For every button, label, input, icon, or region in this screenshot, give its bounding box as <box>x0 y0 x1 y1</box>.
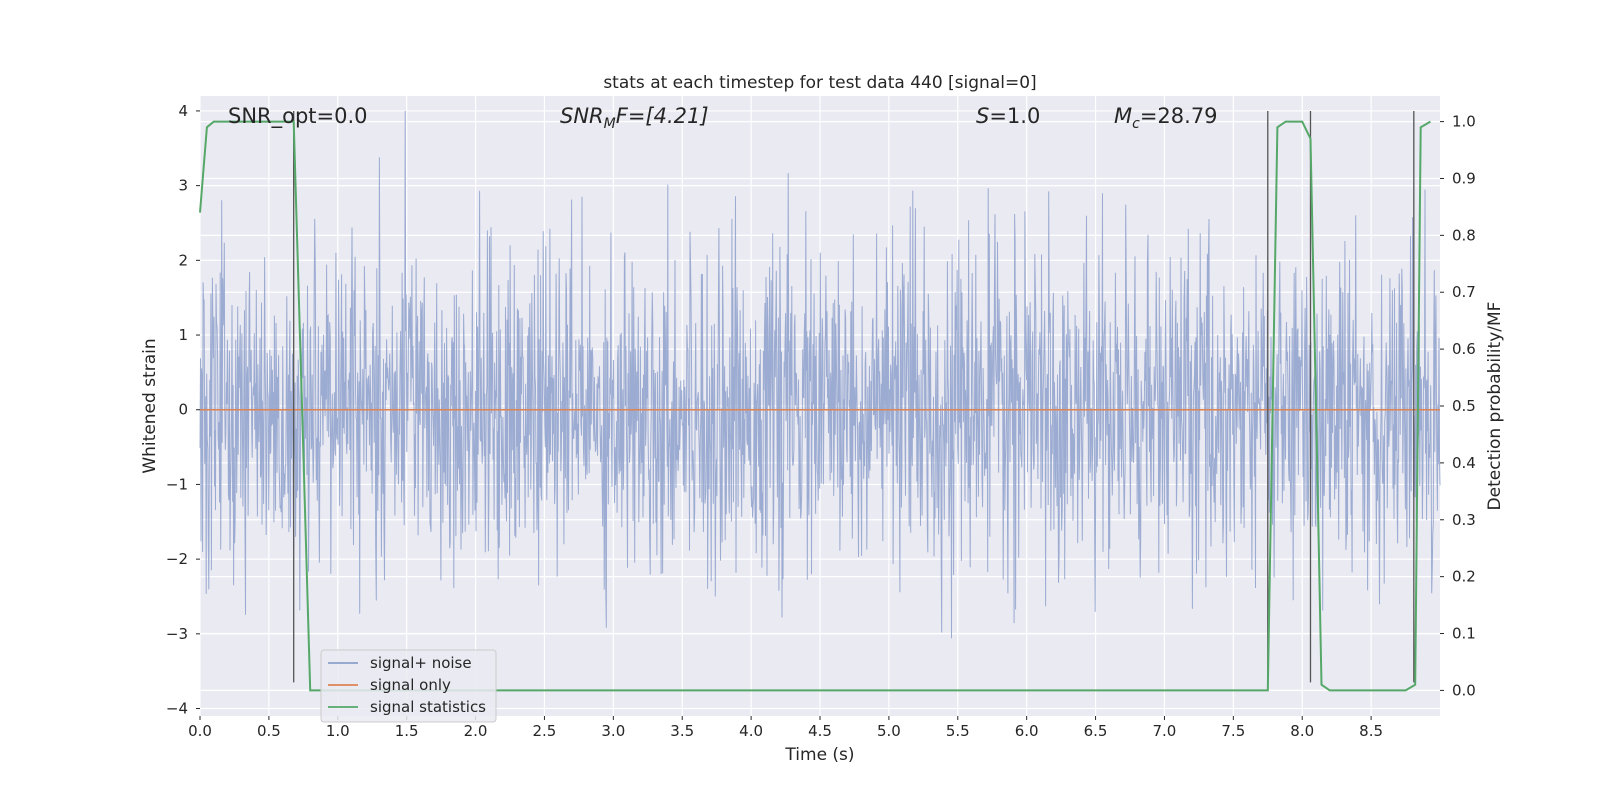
annotation-s-value: =1.0 <box>989 104 1040 128</box>
x-tick-label: 2.5 <box>533 722 557 740</box>
annotation-s-symbol: S <box>976 104 989 128</box>
y2-tick-label: 0.6 <box>1452 340 1476 358</box>
y2-tick-label: 0.8 <box>1452 226 1476 244</box>
y-tick-label: −3 <box>166 625 188 643</box>
y2-tick-label: 0.0 <box>1452 681 1476 699</box>
y2-tick-label: 0.3 <box>1452 511 1476 529</box>
y2-axis-label: Detection probability/MF <box>1485 302 1505 511</box>
x-tick-label: 6.5 <box>1084 722 1108 740</box>
y2-tick-label: 1.0 <box>1452 113 1476 131</box>
y-tick-label: −4 <box>166 700 188 718</box>
y-tick-label: −2 <box>166 550 188 568</box>
annotation-snr-mf-subscript: M <box>604 116 616 132</box>
event-markers <box>293 110 1415 683</box>
annotation-mc-subscript: c <box>1132 116 1140 132</box>
y2-tick-label: 0.9 <box>1452 169 1476 187</box>
y-tick-label: 2 <box>178 251 188 269</box>
legend-label-signal-noise: signal+ noise <box>370 654 472 672</box>
y-tick-label: −1 <box>166 475 188 493</box>
annotation-snr-opt: SNR_opt=0.0 <box>228 104 368 129</box>
x-tick-label: 3.0 <box>601 722 625 740</box>
series-signal-noise <box>199 110 1441 639</box>
x-axis-ticks: 0.0 0.5 1.0 1.5 2.0 2.5 3.0 3.5 4.0 4.5 5.0 5.5 6.0 6… <box>188 716 1383 740</box>
legend-box <box>320 649 497 723</box>
x-tick-label: 5.5 <box>946 722 970 740</box>
x-tick-label: 1.5 <box>395 722 419 740</box>
x-tick-label: 0.5 <box>257 722 281 740</box>
x-tick-label: 7.0 <box>1153 722 1177 740</box>
y2-axis-ticks: 1.0 0.9 0.8 0.7 0.6 0.5 0.4 0.3 0.2 0.1 0.0 <box>1440 113 1476 699</box>
y-tick-label: 0 <box>178 401 188 419</box>
x-tick-label: 1.0 <box>326 722 350 740</box>
x-tick-label: 4.5 <box>808 722 832 740</box>
x-axis-label: Time (s) <box>784 745 854 765</box>
legend: signal+ noise signal only signal statist… <box>320 649 497 723</box>
x-tick-label: 0.0 <box>188 722 212 740</box>
annotation-s: S=1.0 <box>976 104 1040 128</box>
annotation-mc-symbol: M <box>1114 104 1132 128</box>
x-tick-label: 8.0 <box>1290 722 1314 740</box>
annotation-snr-mf-symbol: SNR <box>560 104 604 128</box>
y-axis-ticks: 4 3 2 1 0 −1 −2 −3 −4 <box>166 102 200 718</box>
y2-tick-label: 0.2 <box>1452 568 1476 586</box>
y-tick-label: 4 <box>178 102 188 120</box>
y-tick-label: 1 <box>178 326 188 344</box>
annotation-snr-mf-value: F=[4.21] <box>616 104 709 128</box>
y-axis-label: Whitened strain <box>140 338 160 473</box>
chart-title: stats at each timestep for test data 440… <box>603 73 1036 93</box>
x-tick-label: 2.0 <box>464 722 488 740</box>
y-tick-label: 3 <box>178 177 188 195</box>
y2-tick-label: 0.7 <box>1452 283 1476 301</box>
annotation-snr-mf: SNRMF=[4.21] <box>560 104 709 132</box>
signal-noise-line <box>199 110 1441 639</box>
annotation-mc: Mc=28.79 <box>1114 104 1218 132</box>
legend-label-signal-statistics: signal statistics <box>370 698 486 716</box>
x-tick-label: 8.5 <box>1359 722 1383 740</box>
x-tick-label: 5.0 <box>877 722 901 740</box>
y2-tick-label: 0.1 <box>1452 625 1476 643</box>
x-tick-label: 7.5 <box>1221 722 1245 740</box>
x-tick-label: 4.0 <box>739 722 763 740</box>
series-signal-statistics <box>199 120 1431 692</box>
signal-statistics-line <box>199 120 1431 692</box>
annotation-mc-value: =28.79 <box>1140 104 1218 128</box>
x-tick-label: 6.0 <box>1015 722 1039 740</box>
x-tick-label: 3.5 <box>670 722 694 740</box>
y2-tick-label: 0.5 <box>1452 397 1476 415</box>
legend-label-signal-only: signal only <box>370 676 451 694</box>
y2-tick-label: 0.4 <box>1452 454 1476 472</box>
